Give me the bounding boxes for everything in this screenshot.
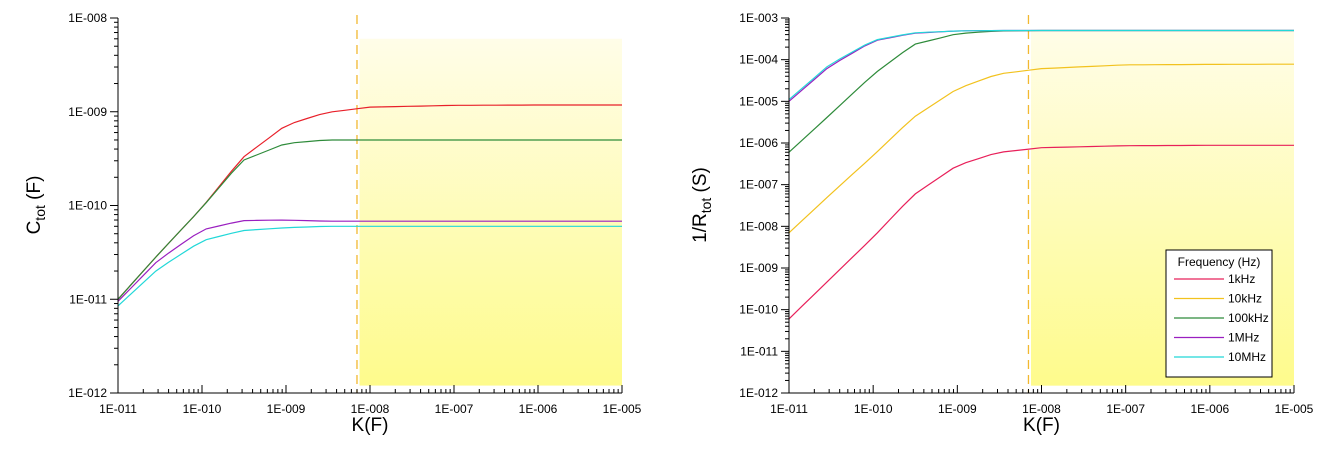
chart-1-y-tick-label: 1E-011 xyxy=(740,344,778,358)
chart-1-y-axis-title: 1/Rtot (S) xyxy=(690,167,714,243)
chart-0-x-axis-title: K(F) xyxy=(352,415,389,436)
chart-1-y-tick-label: 1E-003 xyxy=(739,11,778,25)
chart-1-legend-label-100kHz: 100kHz xyxy=(1228,311,1269,325)
chart-1-series-1kHz-line xyxy=(788,144,1294,320)
chart-0-x-tick-label: 1E-005 xyxy=(603,402,642,416)
chart-1-y-tick-label: 1E-007 xyxy=(739,178,778,192)
chart-0-series-1-line xyxy=(117,139,622,300)
chart-0-y-tick-label: 1E-009 xyxy=(68,105,107,119)
chart-1-legend: Frequency (Hz) 1kHz 10kHz 100kHz 1MHz 10MHz xyxy=(1165,249,1273,378)
chart-1-x-tick-label: 1E-008 xyxy=(1022,402,1061,416)
chart-1-series-10kHz-line xyxy=(788,63,1294,234)
chart-1-x-tick-label: 1E-005 xyxy=(1275,402,1314,416)
chart-0-x-tick-label: 1E-010 xyxy=(183,402,222,416)
chart-1-series-10MHz-line xyxy=(788,29,1294,101)
chart-1-legend-title: Frequency (Hz) xyxy=(1178,255,1261,269)
chart-1-legend-label-10kHz: 10kHz xyxy=(1228,292,1262,306)
chart-1-legend-label-10MHz: 10MHz xyxy=(1228,350,1266,364)
chart-1-y-tick-label: 1E-008 xyxy=(739,219,778,233)
chart-0-x-tick-label: 1E-008 xyxy=(351,402,390,416)
chart-1-y-tick-label: 1E-005 xyxy=(739,94,778,108)
chart-1-x-tick-label: 1E-006 xyxy=(1190,402,1229,416)
chart-0-x-tick-label: 1E-011 xyxy=(99,402,137,416)
chart-1-x-tick-label: 1E-011 xyxy=(770,402,808,416)
chart-0-y-axis-title: Ctot (F) xyxy=(24,176,48,235)
chart-1-legend-label-1kHz: 1kHz xyxy=(1228,272,1255,286)
chart-0-y-tick-label: 1E-011 xyxy=(69,292,107,306)
chart-0-y-tick-label: 1E-010 xyxy=(68,199,107,213)
chart-0-series-2-line xyxy=(117,219,622,302)
chart-1-legend-label-1MHz: 1MHz xyxy=(1228,331,1259,345)
chart-1-y-tick-label: 1E-012 xyxy=(739,386,778,400)
chart-1-y-tick-label: 1E-010 xyxy=(739,303,778,317)
left-chart: 1E-011 1E-010 1E-009 1E-008 1E-007 1E-006 1E-0… xyxy=(24,11,642,436)
chart-0-x-tick-label: 1E-006 xyxy=(519,402,558,416)
chart-0-series-3-line xyxy=(117,225,622,307)
chart-0-x-tick-label: 1E-007 xyxy=(435,402,474,416)
chart-0-y-tick-label: 1E-008 xyxy=(68,11,107,25)
chart-0-y-tick-label: 1E-012 xyxy=(68,386,107,400)
chart-0-shaded-region xyxy=(359,38,622,386)
chart-1-legend-box xyxy=(1165,249,1273,378)
chart-0-x-tick-label: 1E-009 xyxy=(267,402,306,416)
right-chart: 1E-011 1E-010 1E-009 1E-008 1E-007 1E-006 1E-0… xyxy=(690,11,1314,436)
chart-1-x-axis-title: K(F) xyxy=(1023,415,1060,436)
chart-1-x-tick-label: 1E-010 xyxy=(854,402,893,416)
chart-1-y-tick-label: 1E-006 xyxy=(739,136,778,150)
chart-1-y-tick-label: 1E-004 xyxy=(739,53,778,67)
chart-1-x-tick-label: 1E-009 xyxy=(938,402,977,416)
chart-1-y-tick-label: 1E-009 xyxy=(739,261,778,275)
chart-1-x-tick-label: 1E-007 xyxy=(1106,402,1145,416)
